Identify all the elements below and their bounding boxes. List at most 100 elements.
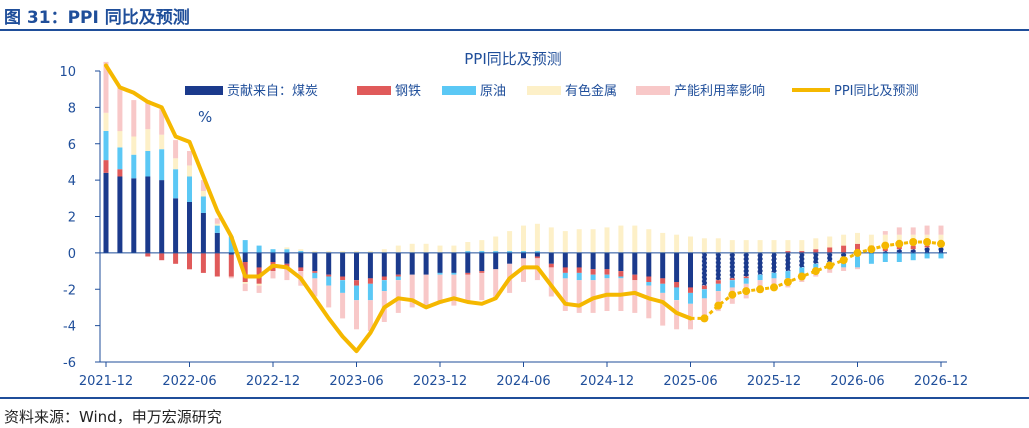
legend-swatch-coal (185, 86, 223, 95)
bar-crude_oil (312, 272, 318, 279)
bar-nonferrous (493, 236, 499, 252)
bar-coal (604, 252, 610, 270)
bar-nonferrous (395, 245, 401, 253)
bar-crude_oil (868, 252, 874, 264)
bar-nonferrous (827, 236, 833, 248)
bar-coal (562, 252, 568, 268)
bar-crude_oil (771, 272, 777, 279)
x-tick-label: 2024-12 (580, 374, 634, 389)
bar-steel (465, 272, 471, 275)
bar-nonferrous (701, 238, 707, 253)
bar-nonferrous (103, 112, 109, 131)
bar-coal (395, 252, 401, 275)
bar-nonferrous (200, 191, 206, 197)
legend-swatch-capacity (636, 86, 670, 95)
legend-label-nonferrous: 有色金属 (565, 83, 617, 99)
bar-coal (145, 176, 151, 253)
legend-label-steel: 钢铁 (395, 84, 421, 99)
bar-nonferrous (757, 240, 763, 253)
bar-coal (576, 252, 582, 268)
bar-coal (826, 252, 833, 263)
bar-coal (381, 252, 387, 277)
bar-crude_oil (214, 225, 220, 233)
bar-coal (340, 252, 346, 277)
bar-crude_oil (757, 274, 763, 281)
bar-nonferrous (688, 236, 693, 253)
bar-steel (632, 274, 638, 281)
bar-coal (590, 252, 596, 270)
footer-rule (0, 397, 1029, 399)
bar-capacity (145, 100, 151, 130)
bar-steel (326, 274, 332, 277)
bar-capacity (465, 274, 471, 302)
bar-steel (618, 271, 624, 277)
ppi-line-layer (104, 63, 945, 354)
bar-coal (632, 252, 638, 275)
ppi-forecast-point (923, 238, 932, 246)
bar-crude_oil (924, 252, 930, 259)
bar-coal (757, 252, 764, 276)
bar-coal (548, 252, 554, 264)
ppi-forecast-point (714, 301, 723, 310)
bar-coal (117, 176, 123, 253)
bar-nonferrous (813, 238, 819, 250)
bar-crude_oil (340, 280, 346, 293)
bar-capacity (827, 269, 833, 273)
bar-coal (465, 252, 471, 273)
y-tick-label: 0 (68, 247, 76, 262)
bar-capacity (423, 274, 429, 308)
bar-nonferrous (284, 247, 290, 250)
bar-nonferrous (256, 283, 262, 286)
bar-steel (827, 247, 833, 253)
bars-layer (103, 61, 944, 332)
bar-crude_oil (910, 252, 916, 261)
bar-crude_oil (381, 280, 387, 292)
legend-label-capacity: 产能利用率影响 (674, 83, 765, 99)
bar-steel (604, 269, 610, 275)
bar-coal (924, 246, 931, 254)
bar-capacity (660, 292, 666, 326)
bar-steel (214, 252, 220, 277)
bar-nonferrous (367, 251, 373, 253)
bar-coal (103, 172, 109, 253)
bar-nonferrous (465, 242, 471, 252)
bar-capacity (242, 283, 248, 292)
y-tick-label: 10 (59, 65, 76, 80)
bar-crude_oil (882, 252, 888, 262)
bar-coal (798, 252, 805, 268)
bar-nonferrous (326, 251, 332, 253)
bar-capacity (896, 227, 902, 235)
y-tick-label: 8 (68, 101, 76, 116)
bar-crude_oil (743, 278, 749, 284)
ppi-forecast-point (881, 241, 890, 250)
bar-nonferrous (409, 243, 415, 253)
bar-steel (729, 278, 735, 281)
legend-swatch-crude_oil (442, 86, 476, 95)
bar-nonferrous (437, 245, 443, 253)
y-tick-label: -6 (63, 356, 76, 371)
bar-nonferrous (604, 227, 610, 253)
bar-steel (841, 245, 847, 253)
x-tick-label: 2025-06 (663, 374, 717, 389)
bar-crude_oil (354, 285, 359, 301)
ppi-forecast-point (700, 314, 709, 323)
bar-crude_oil (562, 272, 568, 279)
bar-nonferrous (785, 240, 791, 251)
bar-capacity (159, 109, 165, 135)
bar-crude_oil (117, 147, 123, 170)
bar-steel (479, 271, 485, 273)
bar-nonferrous (715, 238, 721, 253)
bar-steel (701, 285, 707, 290)
bar-steel (103, 160, 109, 173)
bar-steel (688, 287, 693, 293)
bar-steel (173, 252, 179, 264)
bar-capacity (256, 285, 262, 293)
bar-steel (312, 271, 318, 273)
bar-nonferrous (354, 251, 359, 253)
x-tick-label: 2024-06 (496, 374, 550, 389)
bar-steel (340, 276, 346, 281)
bar-coal (534, 252, 540, 257)
bar-crude_oil (576, 272, 582, 281)
bar-crude_oil (159, 149, 165, 181)
bar-steel (534, 256, 540, 259)
